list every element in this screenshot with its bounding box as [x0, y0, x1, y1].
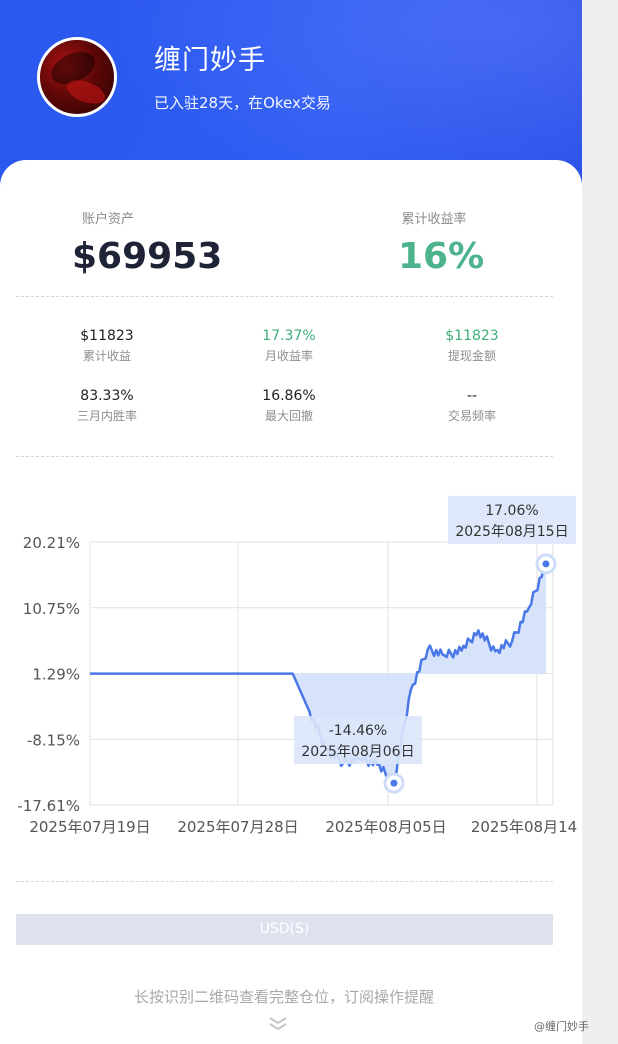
user-subtitle: 已入驻28天，在Okex交易 — [154, 94, 331, 112]
stat-label: 三月内胜率 — [76, 409, 137, 423]
stat-label: 最大回撤 — [264, 409, 313, 423]
y-tick-label: -8.15% — [27, 731, 80, 749]
profit-rate-chart: 20.21% 10.75% 1.29% -8.15% -17.61% 2025年07月19… — [17, 495, 577, 836]
annotation-marker — [390, 779, 398, 787]
annotation-value: 17.06% — [485, 503, 538, 519]
stat-cumulative-profit: $11823 累计收益 — [32, 328, 182, 364]
x-tick-label: 2025年08月14 — [471, 818, 577, 836]
rate-value: 16% — [398, 236, 485, 277]
chevron-down-icon[interactable] — [266, 1014, 290, 1032]
x-tick-label: 2025年07月19日 — [29, 818, 150, 836]
stat-label: 交易频率 — [447, 409, 496, 423]
area-fill — [90, 563, 546, 784]
stat-withdraw: $11823 提现金额 — [397, 328, 547, 364]
annotation-date: 2025年08月06日 — [301, 744, 414, 760]
divider — [16, 456, 553, 457]
divider — [16, 296, 553, 297]
x-tick-label: 2025年08月05日 — [325, 818, 446, 836]
stat-value: $11823 — [80, 328, 134, 344]
asset-value: $69953 — [72, 236, 223, 277]
stat-value: 83.33% — [80, 388, 134, 404]
stats-card — [0, 160, 582, 1044]
stat-monthly-rate: 17.37% 月收益率 — [214, 328, 364, 364]
annotation-box — [293, 716, 422, 765]
share-page: 缠门妙手 已入驻28天，在Okex交易 账户资产 $69953 累计收益率 16… — [0, 0, 582, 1044]
stat-label: 提现金额 — [447, 349, 496, 363]
x-tick-label: 2025年07月28日 — [177, 818, 298, 836]
stat-max-drawdown: 16.86% 最大回撤 — [214, 388, 364, 424]
profile-header: 缠门妙手 已入驻28天，在Okex交易 — [0, 0, 582, 250]
stat-value: 16.86% — [262, 388, 316, 404]
rate-label: 累计收益率 — [401, 212, 467, 227]
y-tick-label: 10.75% — [23, 600, 80, 618]
annotation-date: 2025年08月15日 — [455, 524, 568, 540]
stat-label: 累计收益 — [82, 349, 131, 363]
divider — [16, 881, 553, 882]
stat-value: $11823 — [445, 328, 499, 344]
annotation-marker — [542, 560, 550, 568]
y-tick-label: -17.61% — [17, 797, 80, 815]
right-margin — [582, 0, 618, 1044]
watermark: @缠门妙手 — [534, 1020, 589, 1033]
asset-label: 账户资产 — [81, 212, 134, 227]
stat-label: 月收益率 — [264, 349, 313, 363]
qr-hint: 长按识别二维码查看完整仓位，订阅操作提醒 — [133, 988, 434, 1006]
annotation-value: -14.46% — [329, 723, 387, 739]
y-tick-label: 20.21% — [23, 534, 80, 552]
stat-win-rate: 83.33% 三月内胜率 — [32, 388, 182, 424]
stat-value: -- — [466, 388, 478, 404]
avatar[interactable] — [37, 37, 117, 117]
annotation-box — [447, 495, 576, 544]
stat-trade-frequency: -- 交易频率 — [397, 388, 547, 424]
y-tick-label: 1.29% — [32, 666, 80, 684]
user-name: 缠门妙手 — [154, 45, 266, 76]
stat-value: 17.37% — [262, 328, 316, 344]
currency-bar[interactable]: USD(S) — [16, 914, 553, 945]
